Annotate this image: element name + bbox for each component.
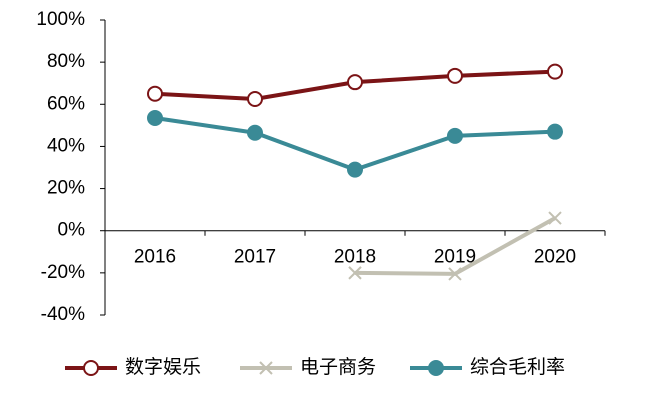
marker — [83, 360, 99, 376]
marker — [348, 266, 362, 280]
y-tick-label: 100% — [36, 9, 85, 30]
y-tick-label: -20% — [41, 262, 85, 283]
y-tick-label: 0% — [58, 220, 86, 241]
marker — [147, 85, 163, 102]
x-tick-label: 2019 — [434, 247, 476, 268]
legend-label: 综合毛利率 — [470, 356, 565, 378]
y-tick-label: 40% — [47, 135, 85, 156]
marker — [147, 109, 163, 126]
y-tick-label: 60% — [47, 93, 85, 114]
y-tick-label: 20% — [47, 178, 85, 199]
marker — [447, 67, 463, 84]
legend-label: 数字娱乐 — [125, 356, 201, 378]
y-tick-label: -40% — [41, 304, 85, 325]
marker — [447, 127, 463, 144]
marker — [547, 123, 563, 140]
x-tick-label: 2017 — [234, 247, 276, 268]
marker — [548, 211, 562, 225]
marker — [347, 161, 363, 178]
y-tick-label: 80% — [47, 51, 85, 72]
x-tick-label: 2018 — [334, 247, 376, 268]
marker — [547, 63, 563, 80]
legend-label: 电子商务 — [300, 356, 376, 378]
marker — [448, 267, 462, 281]
marker — [247, 91, 263, 108]
marker — [428, 360, 444, 376]
x-tick-label: 2016 — [134, 247, 176, 268]
x-tick-label: 2020 — [534, 247, 576, 268]
marker — [347, 74, 363, 91]
marker — [259, 361, 273, 375]
marker — [247, 124, 263, 141]
